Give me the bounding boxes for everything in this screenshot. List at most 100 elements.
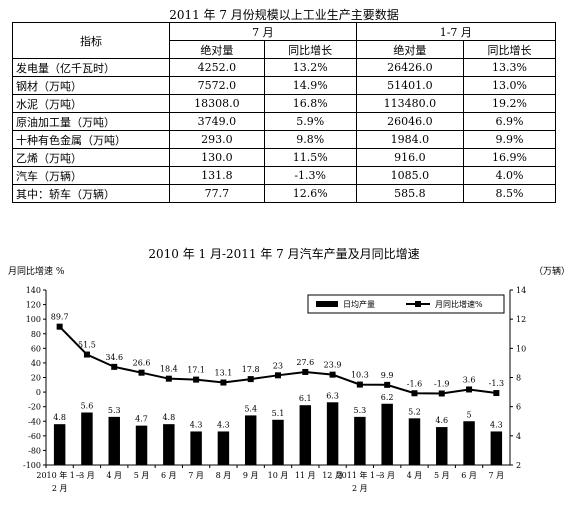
x-tick-label: 3 月 [379,471,395,480]
growth-value-label: 26.6 [133,359,151,368]
bar-value-label: 4.8 [162,413,175,422]
left-tick-label: 0 [36,388,41,397]
growth-point [247,376,254,383]
bar-value-label: 4.3 [217,420,230,429]
table-row: 汽车（万辆） 131.8 -1.3% 1085.0 4.0% [12,166,557,185]
bar [490,431,503,465]
right-tick-label: 8 [516,374,521,383]
legend-line-marker [415,301,421,307]
table-row: 钢材（万吨） 7572.0 14.9% 51401.0 13.0% [12,76,557,95]
legend-bar-swatch [316,301,338,307]
subheader-cum-abs: 绝对量 [355,40,464,59]
row-label-cell: 水泥（万吨） [12,94,170,113]
right-tick-label: 4 [516,432,521,441]
bar-value-label: 4.8 [53,413,66,422]
left-tick-label: -60 [28,432,41,441]
growth-value-label: 27.6 [296,358,314,367]
bar-value-label: 5.2 [408,407,421,416]
subheader-month-abs: 绝对量 [169,40,265,59]
growth-value-label: 17.1 [187,366,205,375]
cum-growth-cell: 4.0% [462,166,557,185]
growth-value-label: 51.5 [78,341,96,350]
cum-growth-cell: 6.9% [462,112,557,131]
bar [108,416,120,465]
x-tick-label: 11 月 [295,471,316,480]
left-tick-label: 80 [31,330,41,339]
growth-point [302,368,309,375]
x-tick-label: 12 月 [322,471,343,480]
table-row: 原油加工量（万吨） 3749.0 5.9% 26046.0 6.9% [12,112,557,131]
cum-abs-cell: 51401.0 [355,76,464,95]
table-title: 2011 年 7 月份规模以上工业生产主要数据 [169,8,399,22]
growth-point [356,381,363,388]
bar [463,421,475,465]
month-growth-cell: 5.9% [263,112,357,131]
legend-line-label: 月同比增速% [435,299,483,309]
growth-value-label: 10.3 [351,371,369,380]
row-label-cell: 原油加工量（万吨） [12,112,170,131]
cum-abs-cell: 113480.0 [355,94,464,113]
header-indicator: 指标 [12,22,170,59]
bar [326,402,339,465]
cum-growth-cell: 8.5% [462,184,557,203]
bar [81,412,93,465]
month-growth-cell: 16.8% [263,94,357,113]
table-row: 其中：轿车（万辆） 77.7 12.6% 585.8 8.5% [12,184,557,203]
table-row: 十种有色金属（万吨） 293.0 9.8% 1984.0 9.9% [12,130,557,149]
growth-point [83,351,90,358]
growth-value-label: 9.9 [381,371,394,380]
month-abs-cell: 3749.0 [169,112,265,131]
table-row: 乙烯（万吨） 130.0 11.5% 916.0 16.9% [12,148,557,167]
growth-point [493,390,500,397]
growth-value-label: -1.3 [489,379,504,388]
auto-production-chart: 月同比增速 % （万辆） 140 120 100 80 60 40 20 0 -20 -40 -60 -8… [8,265,568,493]
bar-value-label: 5.3 [108,406,121,415]
growth-value-label: 23 [273,361,283,370]
bar [436,427,448,465]
bar [299,405,312,465]
month-abs-cell: 4252.0 [169,58,265,77]
month-abs-cell: 7572.0 [169,76,265,95]
bar [408,418,421,465]
table-header-row: 指标 7 月 1-7 月 [12,22,557,59]
growth-point [220,379,227,386]
table-row: 水泥（万吨） 18308.0 16.8% 113480.0 19.2% [12,94,557,113]
growth-point [111,363,118,370]
bar [135,425,148,465]
growth-value-label: 17.8 [242,365,260,374]
x-tick-label: 3 月 [79,471,95,480]
growth-value-label: 3.6 [463,375,476,384]
x-tick-label: 2011 年 1－ [337,470,384,480]
x-tick-label: 9 月 [243,471,259,480]
growth-point [384,381,391,388]
bar-value-label: 5.6 [81,402,94,411]
left-tick-label: 60 [31,344,41,353]
growth-point [275,372,281,379]
x-tick-label: 4 月 [407,471,423,480]
legend-bar-label: 日均产量 [343,299,375,309]
bar [53,424,66,465]
month-abs-cell: 77.7 [169,184,265,203]
growth-value-label: -1.6 [407,379,422,388]
right-tick-label: 6 [516,403,521,412]
right-tick-label: 14 [516,286,526,295]
month-abs-cell: 131.8 [169,166,265,185]
growth-point [329,371,336,378]
row-label-cell: 钢材（万吨） [12,76,170,95]
row-label-cell: 汽车（万辆） [12,166,170,185]
x-tick-label-line2: 2 月 [52,484,68,493]
growth-point [165,375,172,382]
header-month: 7 月 [169,22,357,41]
cum-growth-cell: 9.9% [462,130,557,149]
cum-abs-cell: 585.8 [355,184,464,203]
cum-growth-cell: 13.3% [462,58,557,77]
bar-value-label: 6.3 [326,391,339,400]
x-tick-label: 5 月 [134,471,150,480]
bar-value-label: 4.7 [135,415,148,424]
x-tick-label: 2010 年 1－ [36,470,83,480]
month-abs-cell: 18308.0 [169,94,265,113]
bar-value-label: 4.3 [490,420,503,429]
right-tick-label: 2 [516,461,521,470]
growth-value-label: 18.4 [160,365,178,374]
header-cumulative: 1-7 月 [355,22,557,41]
